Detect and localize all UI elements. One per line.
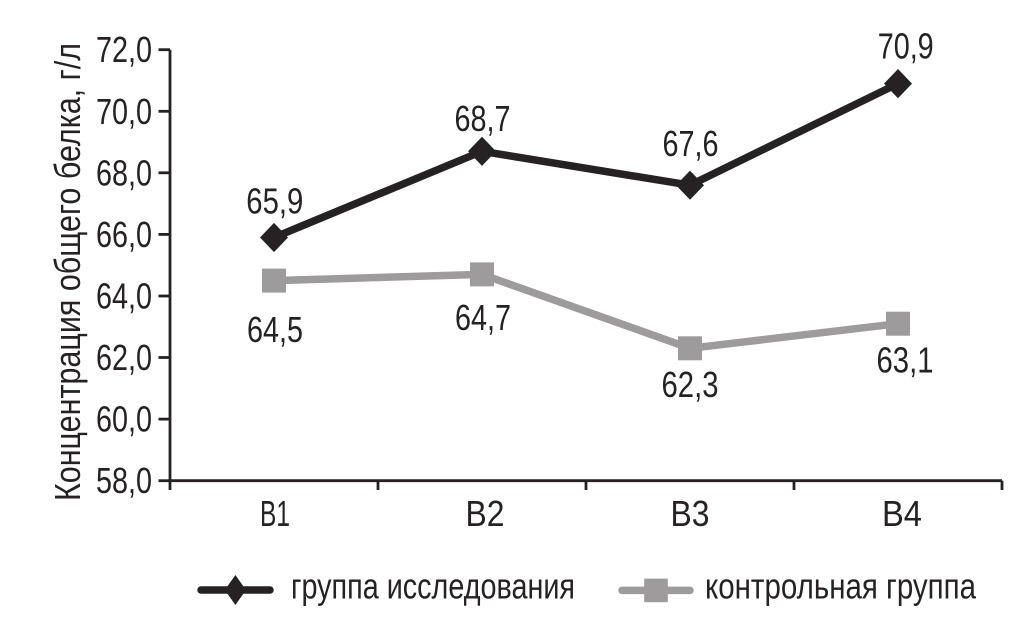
svg-text:70,9: 70,9 <box>878 26 934 67</box>
svg-text:60,0: 60,0 <box>96 399 152 440</box>
svg-text:контрольная группа: контрольная группа <box>705 566 977 607</box>
svg-text:Концентрация общего белка, г/л: Концентрация общего белка, г/л <box>47 43 88 501</box>
svg-text:В2: В2 <box>466 493 505 534</box>
svg-text:63,1: 63,1 <box>877 340 934 381</box>
svg-text:66,0: 66,0 <box>96 214 152 255</box>
svg-text:70,0: 70,0 <box>96 91 152 132</box>
svg-text:64,7: 64,7 <box>455 297 511 338</box>
svg-text:62,3: 62,3 <box>662 364 719 405</box>
svg-text:67,6: 67,6 <box>663 123 719 164</box>
svg-text:64,0: 64,0 <box>96 276 152 317</box>
svg-text:58,0: 58,0 <box>96 460 152 501</box>
svg-text:72,0: 72,0 <box>96 29 152 70</box>
svg-text:64,5: 64,5 <box>247 309 303 350</box>
svg-text:68,0: 68,0 <box>96 152 152 193</box>
svg-text:В3: В3 <box>671 493 710 534</box>
svg-text:68,7: 68,7 <box>455 98 511 139</box>
svg-text:65,9: 65,9 <box>246 180 303 221</box>
svg-text:группа исследования: группа исследования <box>291 566 575 607</box>
svg-text:В4: В4 <box>882 493 922 534</box>
svg-text:В1: В1 <box>260 493 290 534</box>
svg-text:62,0: 62,0 <box>96 337 152 378</box>
